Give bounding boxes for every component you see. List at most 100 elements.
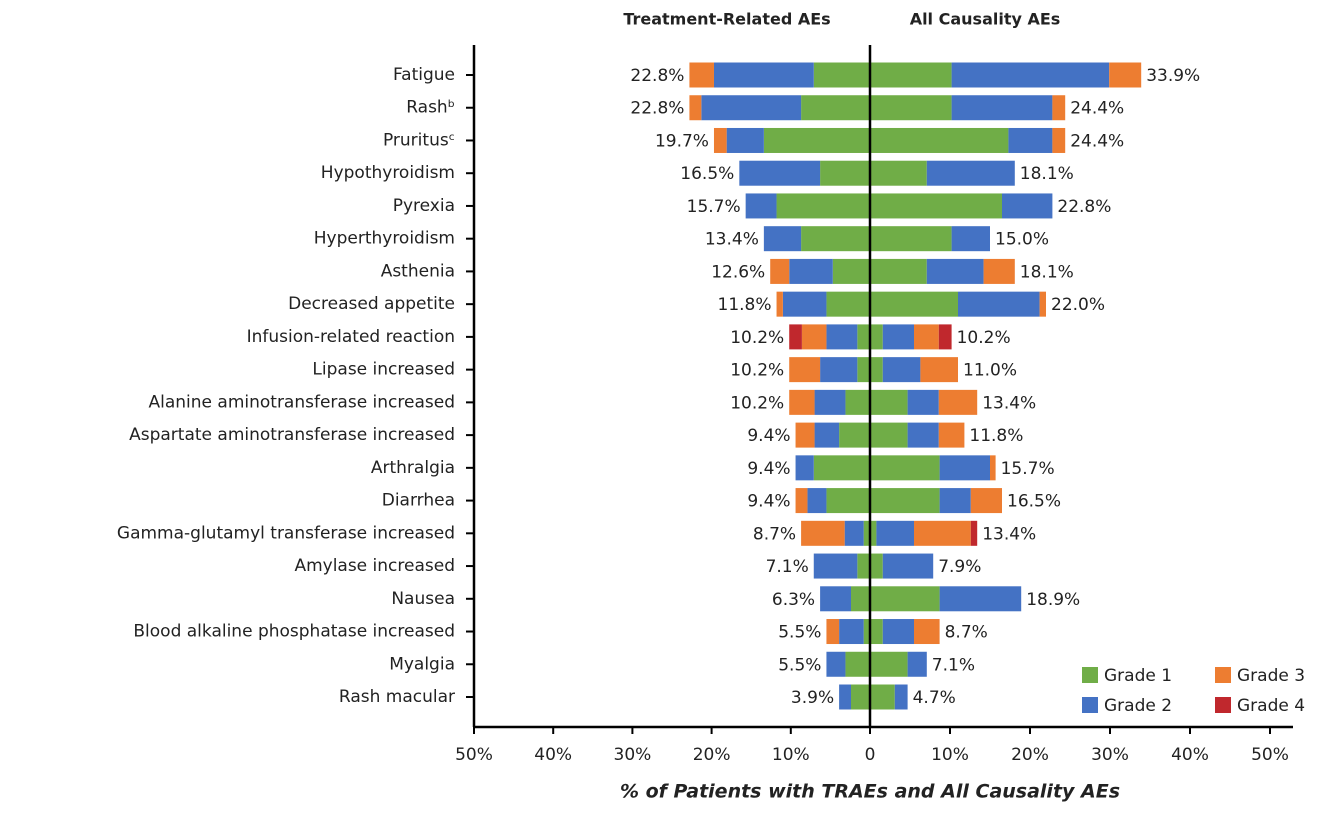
total-label: 33.9% xyxy=(1146,66,1200,86)
bar-segment xyxy=(870,160,927,186)
total-label: 11.8% xyxy=(718,295,772,315)
bar-segment xyxy=(813,455,870,481)
total-label: 13.4% xyxy=(982,393,1036,413)
total-label: 5.5% xyxy=(778,655,821,675)
category-label: Rash macular xyxy=(339,687,455,707)
total-label: 10.2% xyxy=(957,328,1011,348)
bar-segment xyxy=(870,684,895,710)
legend-label: Grade 2 xyxy=(1104,696,1172,716)
category-label: Hyperthyroidism xyxy=(314,229,455,249)
legend-swatch xyxy=(1082,667,1098,683)
bar-segment xyxy=(870,324,883,350)
bar-segment xyxy=(801,95,870,121)
bar-segment xyxy=(1002,193,1053,219)
legend-label: Grade 4 xyxy=(1237,696,1305,716)
bar-segment xyxy=(870,651,908,677)
total-label: 10.2% xyxy=(730,393,784,413)
bar-segment xyxy=(857,324,870,350)
bar-segment xyxy=(826,619,840,645)
bar-segment xyxy=(776,291,783,317)
bar-segment xyxy=(914,324,939,350)
bar-segment xyxy=(850,586,870,612)
total-label: 18.1% xyxy=(1020,164,1074,184)
total-label: 15.7% xyxy=(687,197,741,217)
total-label: 7.9% xyxy=(938,557,981,577)
x-tick-label: 50% xyxy=(455,745,493,765)
bar-segment xyxy=(845,651,870,677)
x-tick-label: 40% xyxy=(1171,745,1209,765)
bar-segment xyxy=(801,226,870,252)
category-label: Nausea xyxy=(391,589,455,609)
bar-segment xyxy=(870,389,908,415)
bar-segment xyxy=(1052,95,1066,121)
bar-segment xyxy=(870,193,1002,219)
total-label: 24.4% xyxy=(1070,99,1124,119)
bar-segment xyxy=(689,62,714,88)
bar-segment xyxy=(776,193,870,219)
x-tick-label: 20% xyxy=(1011,745,1049,765)
right-title: All Causality AEs xyxy=(910,10,1061,29)
bar-segment xyxy=(689,95,702,121)
bar-segment xyxy=(713,127,727,153)
bar-segment xyxy=(926,258,984,284)
total-label: 22.8% xyxy=(630,99,684,119)
category-label: Aspartate aminotransferase increased xyxy=(129,425,455,445)
bar-segment xyxy=(795,488,808,514)
total-label: 22.8% xyxy=(1057,197,1111,217)
bar-segment xyxy=(813,553,858,579)
bar-segment xyxy=(939,586,1022,612)
total-label: 15.0% xyxy=(995,230,1049,250)
x-tick-label: 30% xyxy=(614,745,652,765)
bar-segment xyxy=(882,324,914,350)
bar-segment xyxy=(894,684,908,710)
category-label: Asthenia xyxy=(381,261,455,281)
bar-segment xyxy=(870,422,908,448)
bar-segment xyxy=(826,324,858,350)
bar-segment xyxy=(1109,62,1142,88)
bar-segment xyxy=(1039,291,1046,317)
category-label: Amylase increased xyxy=(294,556,455,576)
bar-segment xyxy=(863,520,870,546)
legend-swatch xyxy=(1082,697,1098,713)
bar-segment xyxy=(763,226,802,252)
category-label: Hypothyroidism xyxy=(321,163,455,183)
bar-segment xyxy=(839,619,864,645)
total-label: 10.2% xyxy=(730,361,784,381)
bar-segment xyxy=(870,291,958,317)
bar-segment xyxy=(850,684,870,710)
bar-segment xyxy=(939,488,971,514)
total-label: 12.6% xyxy=(711,262,765,282)
bar-segment xyxy=(826,291,870,317)
legend-swatch xyxy=(1215,667,1231,683)
bar-segment xyxy=(763,127,870,153)
left-title: Treatment-Related AEs xyxy=(623,10,830,29)
bar-segment xyxy=(832,258,870,284)
total-label: 19.7% xyxy=(655,131,709,151)
bar-segment xyxy=(789,324,802,350)
bar-segment xyxy=(938,422,965,448)
legend-swatch xyxy=(1215,697,1231,713)
bar-segment xyxy=(920,357,958,383)
bar-segment xyxy=(951,226,990,252)
category-label: Infusion-related reaction xyxy=(247,327,455,347)
x-tick-label: 0 xyxy=(865,745,876,765)
bar-segment xyxy=(795,455,814,481)
bar-segment xyxy=(870,258,927,284)
x-tick-label: 50% xyxy=(1251,745,1289,765)
category-label: Alanine aminotransferase increased xyxy=(149,392,456,412)
bar-segment xyxy=(870,553,883,579)
bar-segment xyxy=(926,160,1015,186)
bar-segment xyxy=(958,291,1040,317)
bar-segment xyxy=(820,586,851,612)
bar-segment xyxy=(1008,127,1053,153)
bar-segment xyxy=(870,226,952,252)
total-label: 11.8% xyxy=(969,426,1023,446)
bar-segment xyxy=(807,488,827,514)
bar-segment xyxy=(907,651,927,677)
total-label: 22.0% xyxy=(1051,295,1105,315)
bar-segment xyxy=(701,95,802,121)
total-label: 8.7% xyxy=(945,623,988,643)
category-label: Fatigue xyxy=(393,65,455,85)
bar-segment xyxy=(857,553,870,579)
bar-segment xyxy=(1052,127,1066,153)
